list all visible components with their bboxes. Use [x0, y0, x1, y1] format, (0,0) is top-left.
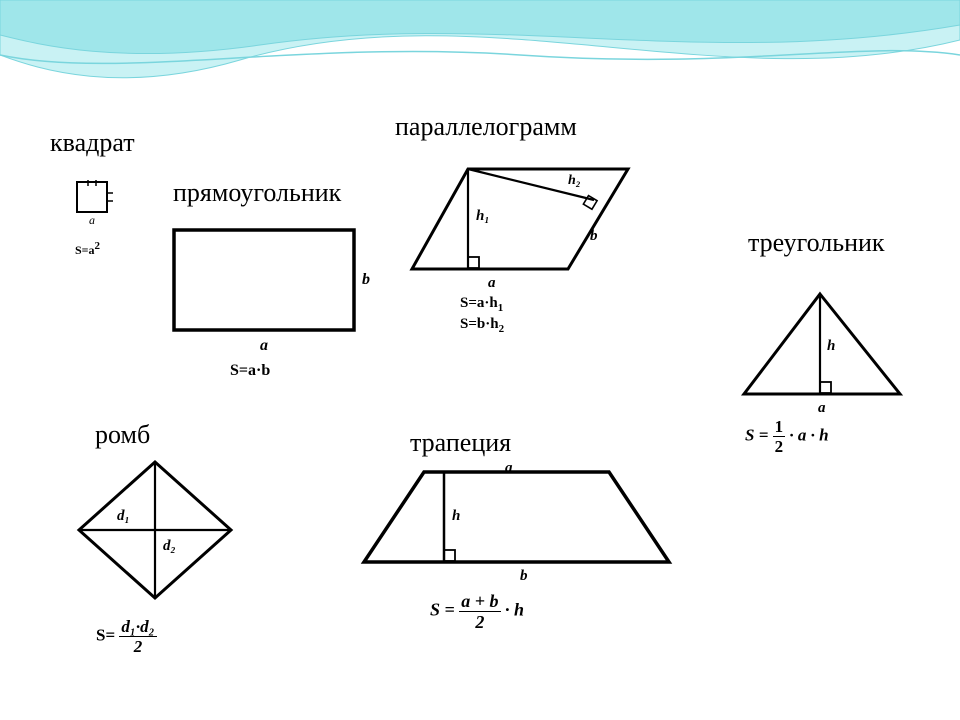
square-figure: a — [75, 180, 119, 233]
trapezoid-formula: S = a + b2 · h — [430, 592, 524, 631]
label-rhombus: ромб — [95, 420, 150, 450]
triangle-formula: S = 12 · a · h — [745, 418, 829, 455]
background-swoosh — [0, 0, 960, 110]
rhombus-formula: S= d₁·d₂2 — [96, 618, 157, 655]
label-square: квадрат — [50, 128, 135, 158]
square-formula: S=a2 — [75, 240, 100, 258]
triangle-figure: h a — [740, 290, 915, 425]
triangle-a: a — [818, 400, 826, 416]
label-triangle: треугольник — [748, 228, 885, 258]
rectangle-side-b: b — [362, 271, 370, 288]
trapezoid-top-a: a — [505, 460, 513, 477]
rectangle-figure: b a — [170, 226, 375, 361]
label-trapezoid: трапеция — [410, 428, 511, 458]
label-rectangle: прямоугольник — [173, 178, 341, 208]
rhombus-d2: d₂ — [163, 538, 176, 554]
label-parallelogram: параллелограмм — [395, 112, 577, 142]
square-side-a: a — [89, 213, 95, 227]
trapezoid-side-b: b — [520, 568, 528, 584]
parallelogram-side-a: a — [488, 275, 496, 291]
rhombus-figure: d₁ d₂ — [75, 458, 235, 608]
parallelogram-formula-1: S=a·h1 — [460, 295, 503, 314]
triangle-h: h — [827, 338, 835, 354]
parallelogram-formula-2: S=b·h2 — [460, 316, 504, 335]
parallelogram-h2: h₂ — [568, 173, 581, 188]
parallelogram-figure: h₁ h₂ b a — [408, 165, 643, 300]
rhombus-d1: d₁ — [117, 508, 130, 524]
rectangle-side-a: a — [260, 337, 268, 354]
trapezoid-h: h — [452, 508, 460, 524]
parallelogram-side-b: b — [590, 228, 598, 244]
parallelogram-h1: h₁ — [476, 208, 490, 224]
trapezoid-figure: a h b — [360, 468, 680, 591]
rectangle-formula: S=a·b — [230, 362, 270, 380]
